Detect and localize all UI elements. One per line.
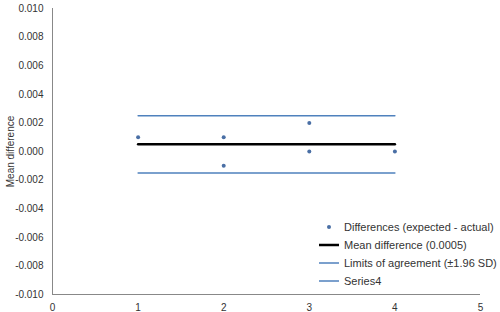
html-text:Limits of agreement (±1.96 SD): Limits of agreement (±1.96 SD) [344,257,497,269]
svg-text:0.004: 0.004 [18,89,43,100]
svg-text:1: 1 [135,302,141,312]
svg-text:-0.002: -0.002 [15,174,44,185]
html-text:Differences (expected - actual: Differences (expected - actual) [344,221,494,233]
svg-text:0.010: 0.010 [18,3,43,14]
svg-text:5: 5 [478,302,484,312]
svg-text:Mean difference: Mean difference [5,115,16,187]
html-text:Mean difference (0.0005): Mean difference (0.0005) [344,239,467,251]
svg-text:0.008: 0.008 [18,31,43,42]
svg-text:-0.004: -0.004 [15,203,44,214]
svg-text:0.000: 0.000 [18,146,43,157]
html-text:Series4: Series4 [344,275,382,287]
svg-text:-0.010: -0.010 [15,289,44,300]
svg-text:3: 3 [307,302,313,312]
svg-text:0.006: 0.006 [18,60,43,71]
svg-text:4: 4 [392,302,398,312]
svg-text:-0.008: -0.008 [15,260,44,271]
svg-text:2: 2 [221,302,227,312]
svg-text:0: 0 [50,302,56,312]
svg-text:0.002: 0.002 [18,117,43,128]
svg-text:-0.006: -0.006 [15,232,44,243]
